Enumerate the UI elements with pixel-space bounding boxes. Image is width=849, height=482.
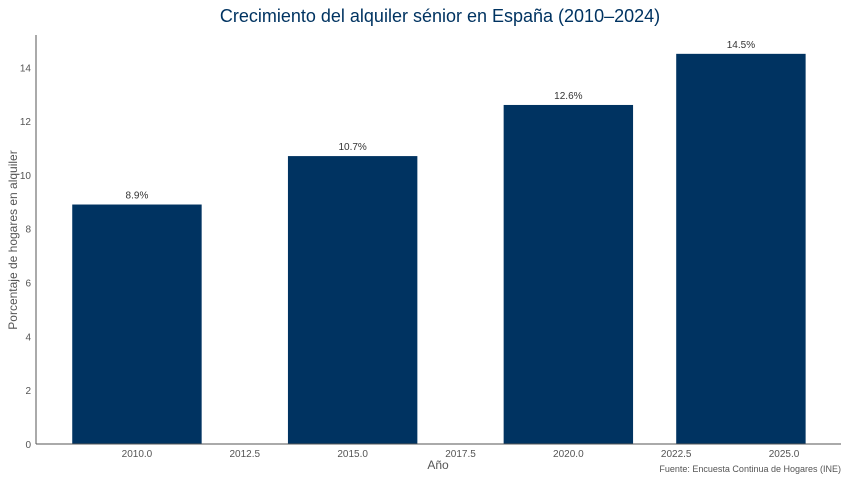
y-tick-label: 8 bbox=[25, 225, 31, 236]
bar-2010 bbox=[72, 204, 202, 444]
x-tick-label: 2010.0 bbox=[122, 449, 153, 460]
y-tick-label: 12 bbox=[20, 117, 32, 128]
data-label-2015: 10.7% bbox=[338, 142, 366, 153]
data-label-2024: 14.5% bbox=[727, 40, 755, 51]
y-tick-label: 4 bbox=[25, 332, 31, 343]
y-tick-label: 2 bbox=[25, 386, 31, 397]
x-tick-label: 2020.0 bbox=[553, 449, 584, 460]
x-tick-label: 2025.0 bbox=[769, 449, 800, 460]
bar-2015 bbox=[287, 156, 418, 445]
y-tick-label: 0 bbox=[25, 440, 31, 451]
y-tick-label: 10 bbox=[20, 171, 32, 182]
data-label-2020: 12.6% bbox=[554, 91, 582, 102]
x-tick-label: 2015.0 bbox=[337, 449, 368, 460]
source-note: Fuente: Encuesta Continua de Hogares (IN… bbox=[659, 464, 841, 474]
x-axis-label: Año bbox=[427, 458, 449, 472]
x-tick-label: 2012.5 bbox=[230, 449, 261, 460]
data-label-2010: 8.9% bbox=[126, 191, 149, 202]
y-axis-label: Porcentaje de hogares en alquiler bbox=[6, 150, 20, 329]
bar-2024 bbox=[676, 53, 806, 445]
x-tick-label: 2017.5 bbox=[445, 449, 476, 460]
x-tick-label: 2022.5 bbox=[661, 449, 692, 460]
y-tick-label: 14 bbox=[20, 63, 32, 74]
chart-title: Crecimiento del alquiler sénior en Españ… bbox=[220, 6, 660, 26]
y-tick-label: 6 bbox=[25, 279, 31, 290]
bar-2020 bbox=[503, 104, 634, 445]
